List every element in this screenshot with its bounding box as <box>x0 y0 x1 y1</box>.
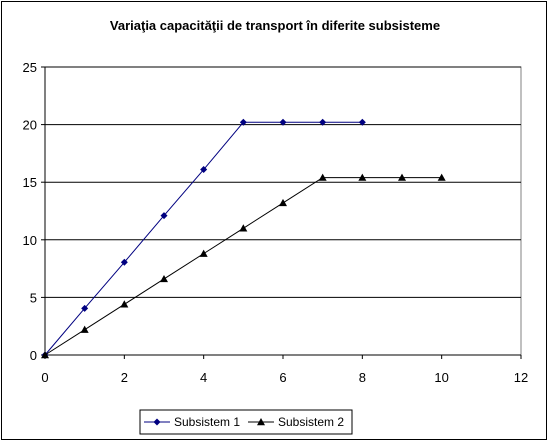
point-s1-8 <box>358 118 366 126</box>
axes <box>41 66 522 359</box>
grid-lines <box>44 66 522 356</box>
series-2 <box>41 173 446 359</box>
y-tick-label-20: 20 <box>23 118 37 133</box>
series-line-1 <box>44 121 363 356</box>
point-s1-7 <box>319 118 327 126</box>
legend-item-2: Subsistem 2 <box>248 415 344 429</box>
series-line-2 <box>44 177 442 356</box>
y-tick-label-0: 0 <box>30 348 37 363</box>
x-tick-label-6: 6 <box>279 370 286 385</box>
point-s1-1 <box>81 304 89 312</box>
point-s1-5 <box>239 118 247 126</box>
legend-label-1: Subsistem 1 <box>174 415 240 429</box>
point-s1-4 <box>200 166 208 174</box>
y-tick-label-15: 15 <box>23 175 37 190</box>
x-tick-label-0: 0 <box>41 370 48 385</box>
point-s1-3 <box>160 212 168 220</box>
x-tick-label-8: 8 <box>359 370 366 385</box>
plot-area <box>44 66 522 356</box>
point-s2-3 <box>160 274 168 283</box>
y-tick-label-10: 10 <box>23 233 37 248</box>
legend-marker-2 <box>257 418 265 426</box>
series-1 <box>41 118 366 359</box>
legend-item-1: Subsistem 1 <box>144 415 240 429</box>
point-s1-6 <box>279 118 287 126</box>
point-s2-1 <box>80 325 89 333</box>
point-s2-7 <box>318 173 327 181</box>
point-s2-9 <box>398 173 406 181</box>
y-tick-label-5: 5 <box>30 290 37 305</box>
x-tick-label-12: 12 <box>514 370 528 385</box>
point-s2-8 <box>358 173 367 181</box>
legend-label-2: Subsistem 2 <box>278 415 344 429</box>
tick-labels: 0 5 10 15 20 25 0 2 4 6 8 10 12 <box>23 60 529 385</box>
legend-marker-1 <box>153 418 161 426</box>
x-tick-label-2: 2 <box>121 370 128 385</box>
legend-box <box>139 409 353 435</box>
point-s2-6 <box>279 198 287 207</box>
y-tick-label-25: 25 <box>23 60 37 75</box>
point-s2-0 <box>41 351 49 359</box>
point-s2-4 <box>199 249 208 257</box>
chart-title: Variaţia capacităţii de transport în dif… <box>110 18 440 33</box>
x-tick-label-4: 4 <box>200 370 207 385</box>
legend: Subsistem 1 Subsistem 2 <box>139 409 353 435</box>
point-s2-5 <box>239 224 248 232</box>
point-s2-2 <box>120 300 129 308</box>
x-tick-label-10: 10 <box>434 370 448 385</box>
point-s1-2 <box>120 258 128 266</box>
point-s2-10 <box>437 173 446 181</box>
series-layer <box>41 118 446 359</box>
